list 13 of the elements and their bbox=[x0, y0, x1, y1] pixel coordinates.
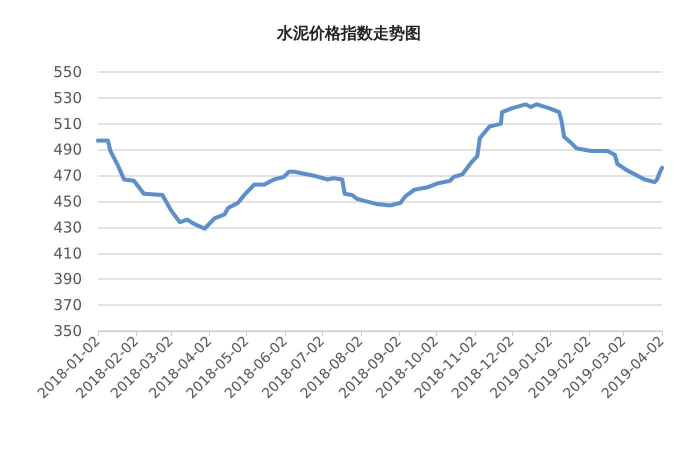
y-tick-label: 490 bbox=[53, 140, 82, 159]
y-tick-label: 410 bbox=[53, 244, 82, 262]
y-tick-label: 450 bbox=[53, 192, 82, 210]
y-tick-label: 550 bbox=[53, 63, 82, 81]
y-tick-label: 350 bbox=[53, 322, 82, 340]
y-tick-label: 370 bbox=[53, 296, 82, 314]
y-tick-label: 510 bbox=[53, 114, 82, 133]
line-series bbox=[96, 102, 664, 231]
chart-title: 水泥价格指数走势图 bbox=[276, 24, 421, 42]
y-tick-label: 390 bbox=[53, 270, 82, 288]
y-tick-label: 470 bbox=[53, 166, 82, 185]
y-tick-label: 530 bbox=[53, 88, 82, 107]
y-tick-label: 430 bbox=[53, 218, 82, 236]
